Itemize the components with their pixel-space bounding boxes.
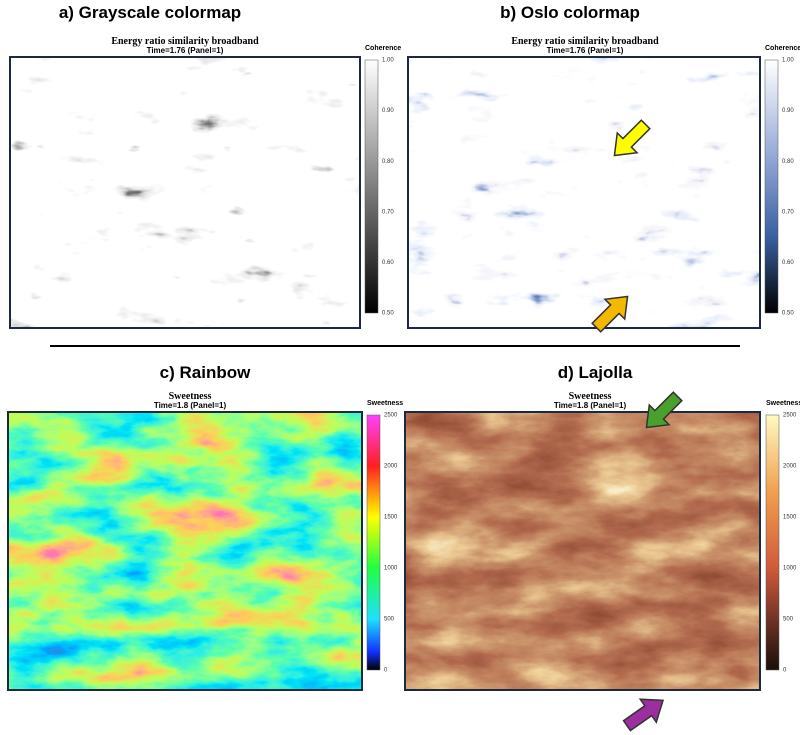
panel-title: b) Oslo colormap <box>500 3 640 22</box>
colorbar-tick-label: 0.50 <box>382 311 394 317</box>
colorbar-label: Coherence <box>365 45 401 52</box>
arrow-purple <box>622 698 665 732</box>
attribute-image <box>405 412 760 690</box>
colorbar <box>366 414 381 671</box>
image-border <box>407 56 761 329</box>
colorbar-tick-label: 2000 <box>783 464 797 470</box>
colorbar-tick-label: 1000 <box>384 566 398 572</box>
colorbar-tick-label: 0.90 <box>382 108 394 114</box>
colorbar-tick-label: 500 <box>384 617 395 623</box>
panel-subtitle: Energy ratio similarity broadband <box>511 36 659 47</box>
panel-subtitle: Sweetness <box>569 391 612 402</box>
colorbar-tick-label: 0.50 <box>782 311 794 317</box>
colorbar-tick-label: 1000 <box>783 566 797 572</box>
colorbar-tick-label: 0 <box>783 668 787 674</box>
panel-title: a) Grayscale colormap <box>59 3 241 22</box>
colorbar-tick-label: 500 <box>783 617 794 623</box>
colorbar-tick-label: 0.90 <box>782 108 794 114</box>
attribute-image <box>408 57 760 328</box>
arrow-green <box>645 391 683 429</box>
panel-time: Time=1.8 (Panel=1) <box>154 401 227 410</box>
colorbar-tick-label: 2500 <box>783 413 797 419</box>
panel-subtitle: Energy ratio similarity broadband <box>111 36 259 47</box>
colorbar-tick-label: 1500 <box>783 515 797 521</box>
panel-title: d) Lajolla <box>558 363 633 382</box>
attribute-image <box>8 412 362 690</box>
colorbar-tick-label: 0.70 <box>782 209 794 215</box>
colorbar <box>764 59 779 314</box>
colorbar-tick-label: 1.00 <box>782 58 794 64</box>
image-border <box>7 411 363 691</box>
panel-title: c) Rainbow <box>160 363 251 382</box>
colorbar <box>765 414 780 671</box>
colorbar-tick-label: 0.60 <box>782 260 794 266</box>
colorbar-label: Sweetness <box>766 400 800 407</box>
colorbar-tick-label: 2500 <box>384 413 398 419</box>
attribute-image <box>10 57 360 328</box>
colorbar-label: Sweetness <box>367 400 403 407</box>
panel-time: Time=1.76 (Panel=1) <box>147 46 224 55</box>
colorbar-tick-label: 1500 <box>384 515 398 521</box>
colorbar-tick-label: 1.00 <box>382 58 394 64</box>
panel-time: Time=1.76 (Panel=1) <box>547 46 624 55</box>
colorbar <box>364 59 379 314</box>
colorbar-tick-label: 0.60 <box>382 260 394 266</box>
image-border <box>404 411 761 691</box>
colorbar-tick-label: 0 <box>384 668 388 674</box>
panel-time: Time=1.8 (Panel=1) <box>554 401 627 410</box>
arrow-orange <box>591 295 629 333</box>
panel-subtitle: Sweetness <box>169 391 212 402</box>
colorbar-tick-label: 0.70 <box>382 209 394 215</box>
colorbar-label: Coherence <box>765 45 800 52</box>
arrows <box>591 119 683 732</box>
image-border <box>9 56 361 329</box>
arrow-yellow <box>613 119 651 157</box>
colorbar-tick-label: 0.80 <box>382 159 394 165</box>
colorbar-tick-label: 2000 <box>384 464 398 470</box>
colorbar-tick-label: 0.80 <box>782 159 794 165</box>
